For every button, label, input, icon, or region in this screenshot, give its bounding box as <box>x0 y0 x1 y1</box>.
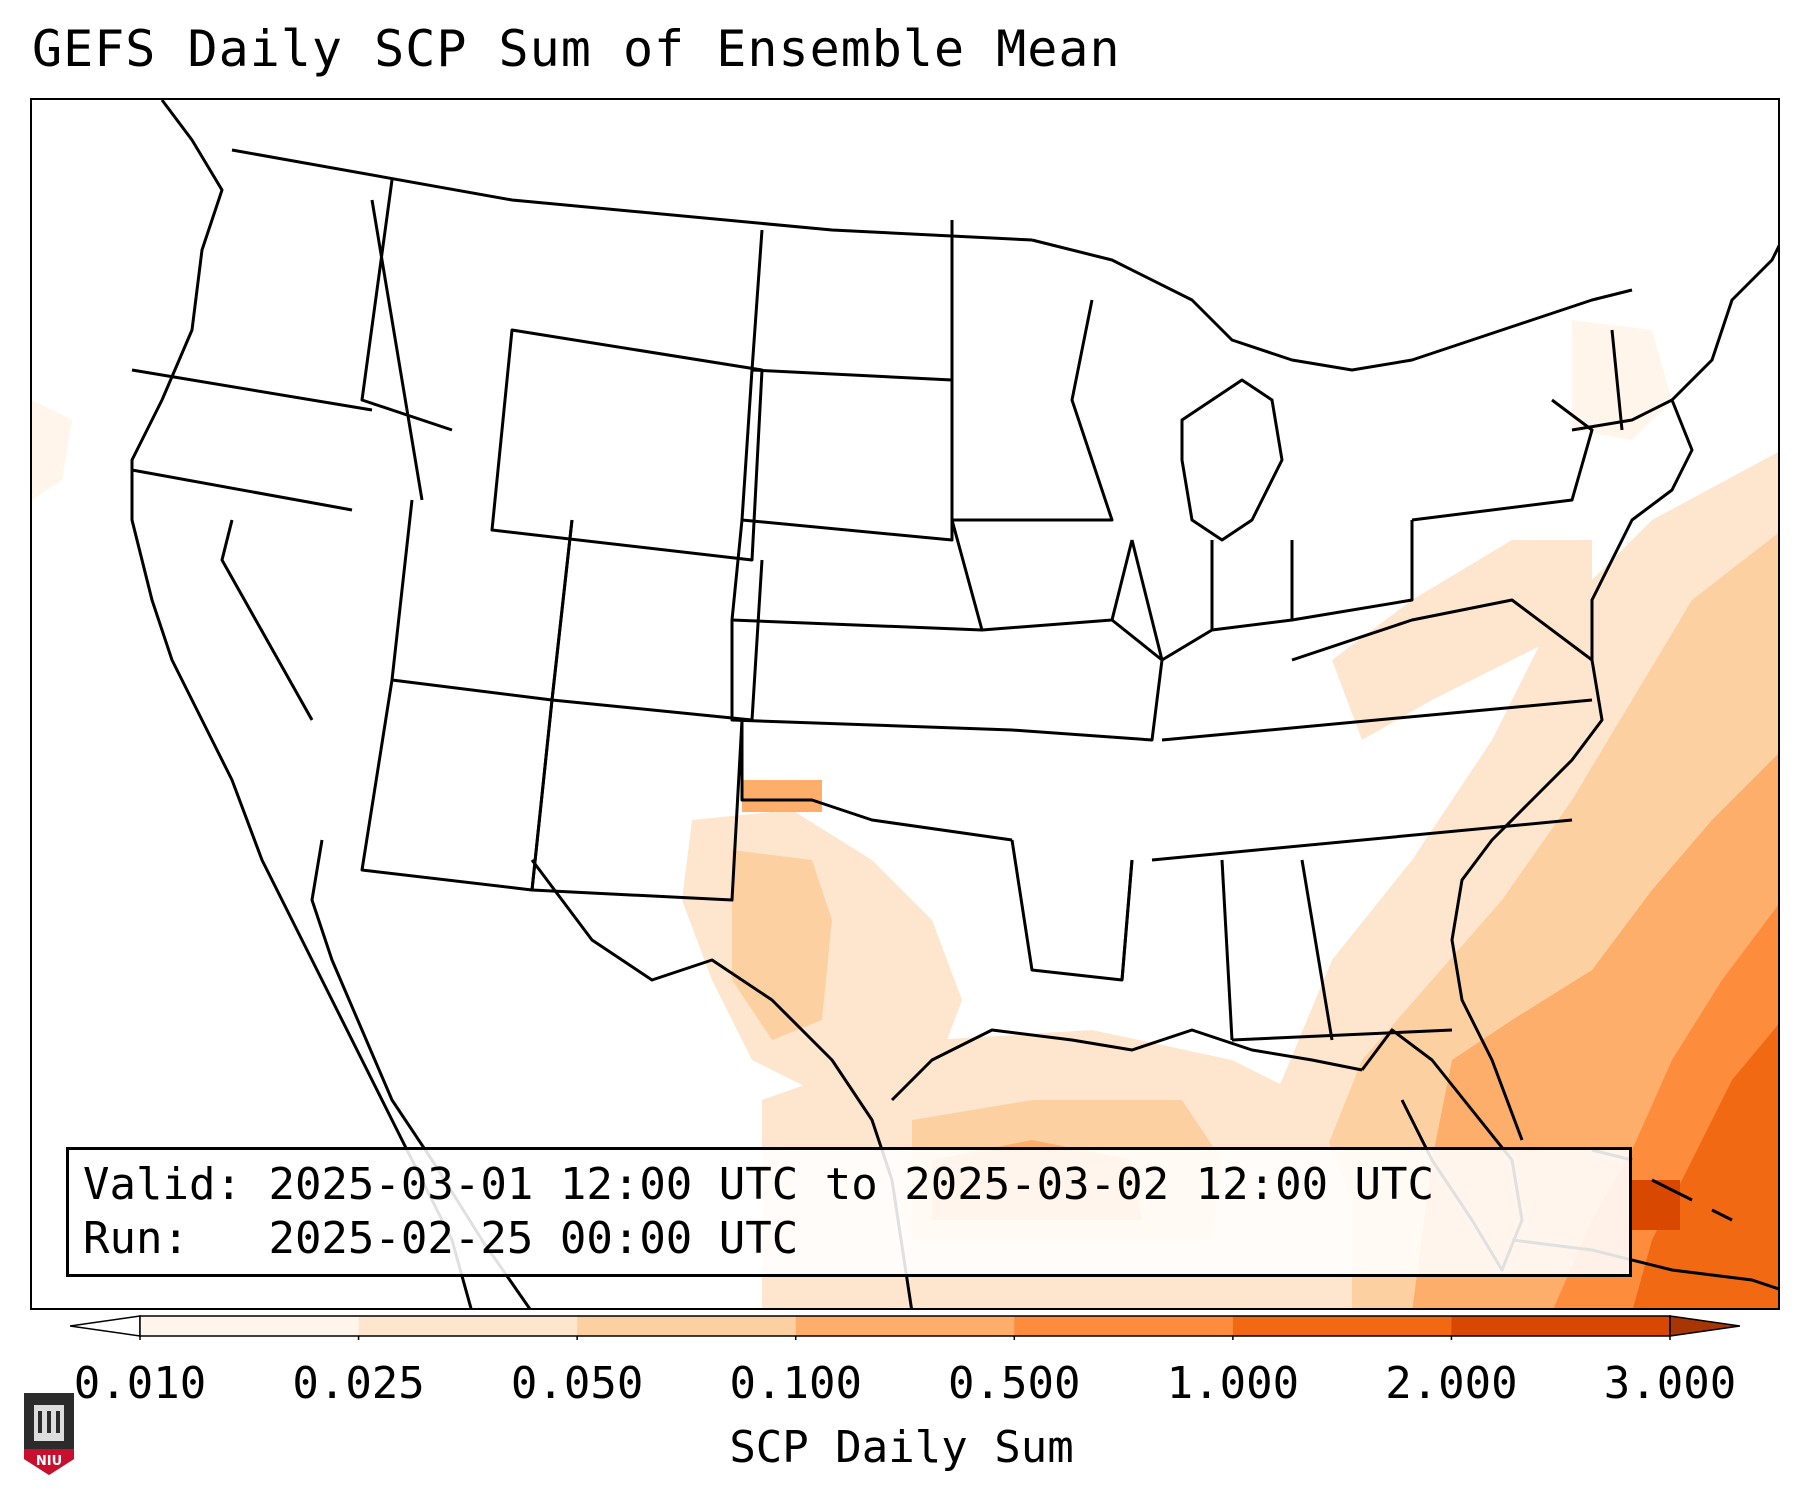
state-line-new-england <box>1571 329 1673 432</box>
colorbar-segment <box>1014 1316 1234 1336</box>
state-line-ne-ks <box>730 519 983 632</box>
colorbar-segment <box>1232 1316 1452 1336</box>
niu-logo-svg: NIU <box>24 1393 74 1475</box>
map-title: GEFS Daily SCP Sum of Ensemble Mean <box>32 20 1121 78</box>
colorbar-tick-label: 0.050 <box>510 1358 644 1409</box>
state-line-ga-fl <box>1231 1028 1453 1042</box>
map-svg <box>32 100 1778 1308</box>
state-line-dakotas <box>750 220 954 382</box>
colorbar-tick-label: 0.025 <box>292 1358 425 1409</box>
state-line-ar-la <box>1010 839 1134 982</box>
state-line-ms-al <box>1120 859 1334 1041</box>
west-coast-line <box>130 100 473 1308</box>
state-line-tn-south <box>1151 818 1573 862</box>
colorbar-extend-low <box>69 1315 141 1337</box>
state-line-ia-mo <box>950 519 1134 632</box>
state-line-co <box>550 519 764 722</box>
valid-line: Valid: 2025-03-01 12:00 UTC to 2025-03-0… <box>83 1158 1615 1212</box>
state-line-ks-ok <box>730 620 1013 732</box>
run-line: Run: 2025-02-25 00:00 UTC <box>83 1212 1615 1266</box>
state-line-il-in <box>1130 539 1214 662</box>
colorbar-tick-label: 0.100 <box>729 1358 862 1409</box>
colorbar-frame <box>139 1315 1671 1337</box>
state-line-ca-nv <box>220 519 314 721</box>
state-line-wa-or <box>131 368 373 412</box>
scp-shade-midatlantic <box>1332 540 1592 740</box>
great-lakes-line <box>1031 238 1633 372</box>
scp-shade-plains-mid <box>732 850 832 1040</box>
colorbar-segment <box>358 1316 578 1336</box>
colorbar-tick-label: 0.500 <box>948 1358 1081 1409</box>
run-value: 2025-02-25 00:00 UTC <box>268 1213 799 1264</box>
state-line-ok-tx <box>740 720 1013 842</box>
lake-michigan <box>1180 378 1284 542</box>
colorbar-segment <box>140 1316 360 1336</box>
colorbar-extend-high <box>1669 1315 1741 1337</box>
state-line-in-oh <box>1210 540 1294 632</box>
colorbar-svg <box>69 1315 1741 1340</box>
state-line-ut-co <box>390 499 574 702</box>
state-line-mn <box>950 220 1114 522</box>
valid-run-info-box: Valid: 2025-03-01 12:00 UTC to 2025-03-0… <box>66 1147 1632 1277</box>
state-line-mo-ar <box>1011 618 1164 742</box>
state-line-az-nm <box>360 679 554 892</box>
state-line-va-nc <box>1291 598 1593 662</box>
colorbar-segment <box>1451 1316 1671 1336</box>
niu-logo-icon: NIU <box>20 1385 78 1479</box>
colorbar-label: SCP Daily Sum <box>729 1422 1074 1473</box>
colorbar-tick-label: 0.010 <box>73 1358 207 1409</box>
state-line-mt <box>370 199 424 501</box>
valid-value: 2025-03-01 12:00 UTC to 2025-03-02 12:00… <box>268 1159 1435 1210</box>
boundary-lines <box>130 100 1778 1308</box>
scp-shade-atlantic-top <box>1633 1024 1778 1308</box>
colorbar <box>69 1312 1741 1340</box>
state-line-pa-ny <box>1411 398 1594 522</box>
colorbar-tick-label: 3.000 <box>1603 1358 1737 1409</box>
scp-shade-newengland <box>1572 320 1672 440</box>
map-panel <box>30 98 1780 1310</box>
niu-logo-text: NIU <box>36 1454 62 1469</box>
state-line-sd-ne <box>740 369 954 542</box>
valid-label: Valid: <box>83 1159 242 1210</box>
run-label: Run: <box>83 1213 189 1264</box>
state-line-oh-pa <box>1290 520 1414 622</box>
colorbar-segment <box>577 1316 797 1336</box>
scp-shade-california <box>32 400 72 500</box>
state-line-ky-tn <box>1161 698 1593 742</box>
colorbar-segment <box>795 1316 1015 1336</box>
gulf-north-coast-line <box>890 1028 1363 1102</box>
east-coast-line <box>1450 244 1778 1141</box>
scp-shade-atlantic-core <box>1632 1180 1680 1230</box>
scp-shade-oklahoma-peak <box>742 780 822 812</box>
colorbar-tick-label: 1.000 <box>1166 1358 1300 1409</box>
state-line-nm-tx <box>530 699 744 902</box>
state-line-wy <box>490 328 764 562</box>
canada-border-line <box>231 148 1033 242</box>
state-line-or-ca <box>131 468 353 512</box>
colorbar-tick-label: 2.000 <box>1385 1358 1518 1409</box>
